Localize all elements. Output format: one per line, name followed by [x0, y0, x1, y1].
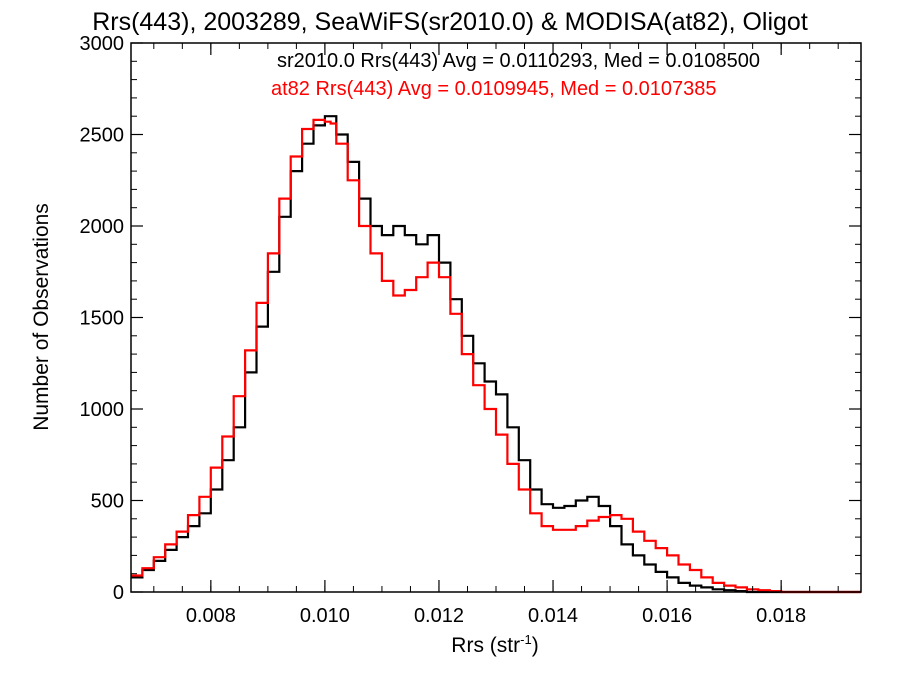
- x-tick-label: 0.008: [186, 605, 236, 627]
- y-tick-label: 2000: [80, 216, 125, 238]
- annotation-sr2010: sr2010.0 Rrs(443) Avg = 0.0110293, Med =…: [277, 50, 760, 72]
- y-tick-label: 2500: [80, 125, 125, 147]
- y-tick-label: 3000: [80, 33, 125, 55]
- y-tick-label: 500: [91, 491, 124, 513]
- x-tick-label: 0.016: [642, 605, 692, 627]
- x-tick-label: 0.010: [300, 605, 350, 627]
- series-layer: [131, 115, 861, 594]
- series-sr2010-line: [131, 115, 861, 594]
- x-tick-label: 0.018: [756, 605, 806, 627]
- plot-frame: [130, 42, 862, 593]
- annotation-at82: at82 Rrs(443) Avg = 0.0109945, Med = 0.0…: [271, 78, 717, 100]
- y-tick-label: 0: [113, 582, 124, 604]
- y-axis-label: Number of Observations: [30, 203, 53, 431]
- x-axis-label-exponent: -1: [520, 632, 532, 647]
- tick-layer: 0.008 0.010 0.012 0.014 0.016 0.018 0 500 1000 15…: [80, 33, 861, 627]
- x-axis-label-text: Rrs (str: [451, 634, 520, 657]
- x-axis-label-close: ): [532, 634, 539, 657]
- chart-title: Rrs(443), 2003289, SeaWiFS(sr2010.0) & M…: [92, 8, 808, 36]
- series-at82-line: [131, 118, 861, 594]
- x-tick-label: 0.014: [528, 605, 578, 627]
- x-tick-label: 0.012: [414, 605, 464, 627]
- x-axis-label: Rrs (str-1): [451, 632, 538, 657]
- y-tick-label: 1500: [80, 308, 125, 330]
- y-tick-label: 1000: [80, 399, 125, 421]
